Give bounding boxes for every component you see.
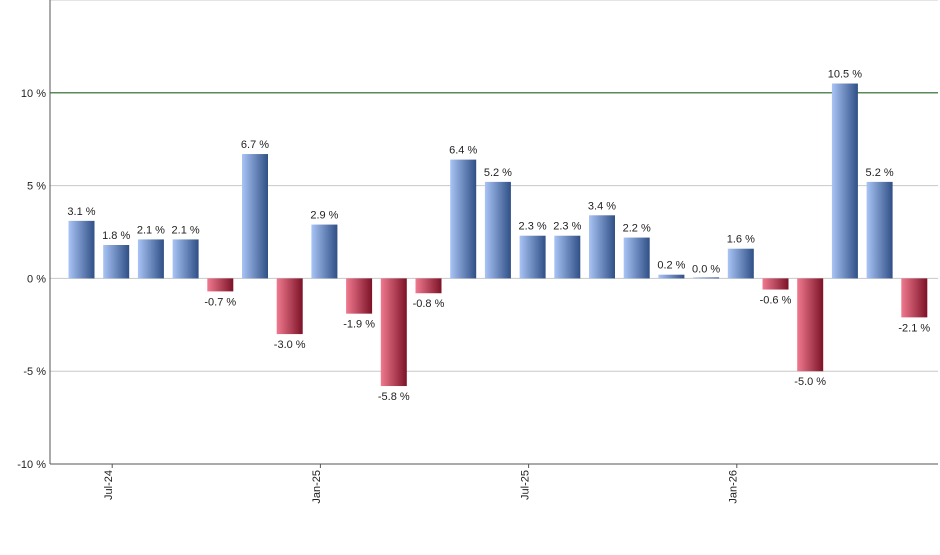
y-tick-label: -10 % [17,459,46,471]
y-tick-label: 0 % [27,273,46,285]
x-tick-label: Jul-24 [103,470,115,500]
axes: -10 % -5 % 0 % 5 % 10 % Jul-24 Jan-25 Jul-25 Jan… [17,0,938,504]
data-label: -5.8 % [378,391,410,403]
bars [68,83,928,387]
bar [137,239,164,279]
bar [589,215,615,279]
bar [658,274,685,279]
data-label: -0.6 % [760,295,792,307]
bar [901,278,928,318]
bar [103,244,130,279]
bar [484,181,511,279]
bar [415,278,442,294]
bar [762,278,789,290]
bar [727,248,754,279]
data-label: -0.7 % [204,296,236,308]
data-label: 10.5 % [828,69,862,81]
bar [242,154,268,279]
data-label: 6.7 % [241,139,269,151]
data-label: -5.0 % [794,376,826,388]
data-label: 0.0 % [692,263,720,275]
data-label: -1.9 % [343,319,375,331]
data-label: 1.6 % [727,234,755,246]
bar [311,224,338,279]
bar [797,278,824,372]
bar [380,278,407,387]
bar [519,235,546,279]
bar [450,159,477,279]
bar [623,237,650,279]
y-tick-label: 5 % [27,181,46,193]
data-label: 0.2 % [657,260,685,272]
data-label: 2.1 % [172,224,200,236]
data-label: 6.4 % [449,145,477,157]
x-tick-label: Jul-25 [519,470,531,500]
data-labels: 3.1 % 1.8 % 2.1 % 2.1 % -0.7 % 6.7 % -3.0 % 2.9… [67,69,930,404]
x-tick-label: Jan-26 [728,470,740,504]
data-label: 2.2 % [623,223,651,235]
bar [346,278,373,314]
bar [276,278,303,335]
data-label: 2.9 % [310,210,338,222]
data-label: 5.2 % [866,167,894,179]
bar [554,235,581,279]
data-label: 3.4 % [588,200,616,212]
data-label: 2.3 % [519,221,547,233]
data-label: -2.1 % [898,322,930,334]
x-tick-label: Jan-25 [311,470,323,504]
data-label: 2.3 % [553,221,581,233]
data-label: -3.0 % [274,339,306,351]
bar [831,83,858,279]
y-tick-label: 10 % [21,88,46,100]
bar [693,277,720,279]
bar [172,239,199,279]
data-label: 3.1 % [67,206,95,218]
bar [68,220,95,279]
y-tick-label: -5 % [23,366,46,378]
bar [207,278,234,292]
data-label: 5.2 % [484,167,512,179]
data-label: 1.8 % [102,230,130,242]
data-label: -0.8 % [413,298,445,310]
bar [866,181,893,279]
data-label: 2.1 % [137,224,165,236]
